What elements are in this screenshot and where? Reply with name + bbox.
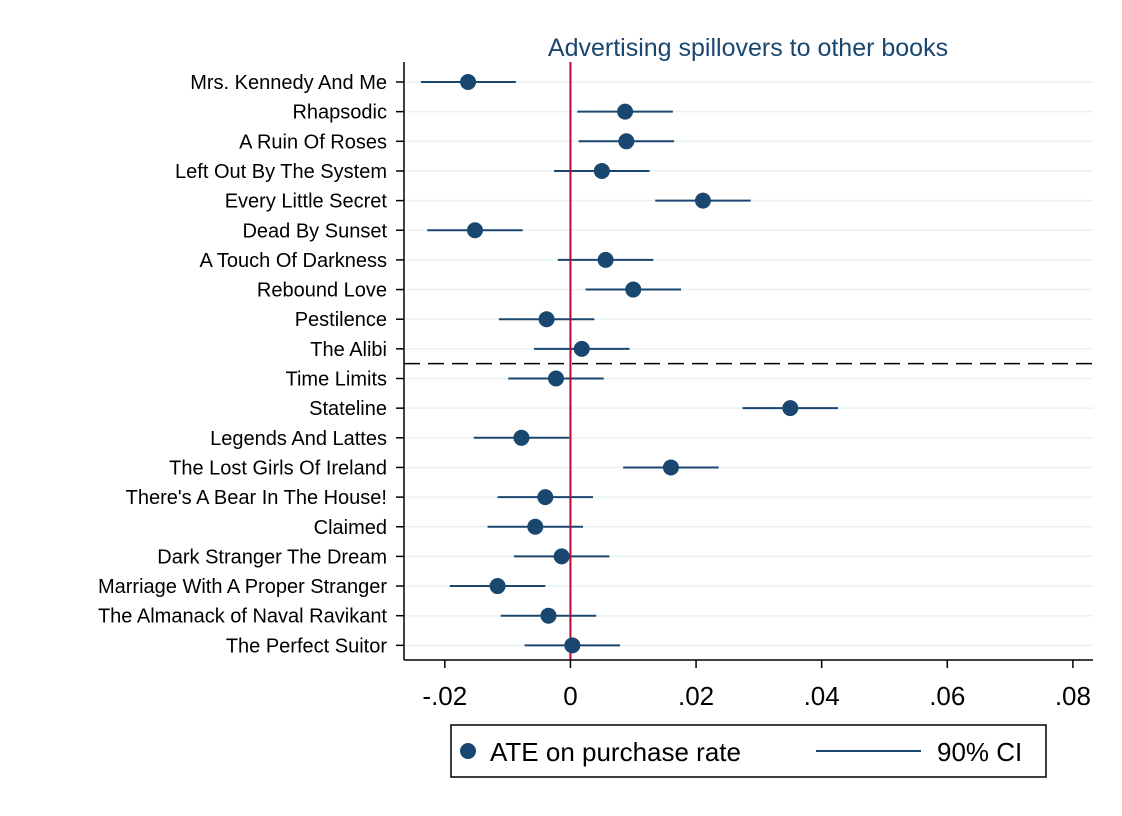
y-axis: Mrs. Kennedy And Me Rhapsodic A Ruin Of Ro…	[98, 62, 405, 660]
x-tick-label: 0	[563, 681, 577, 711]
category-label: Every Little Secret	[225, 191, 388, 213]
point-estimate	[625, 281, 642, 298]
category-label: The Lost Girls Of Ireland	[169, 457, 387, 479]
point-estimate	[460, 74, 477, 90]
category-label: Pestilence	[295, 309, 387, 331]
point-estimate	[662, 459, 679, 476]
category-label: Stateline	[309, 398, 387, 420]
category-label: The Alibi	[310, 339, 387, 361]
category-label: A Touch Of Darkness	[200, 250, 388, 272]
point-estimate	[564, 637, 581, 654]
chart-title: Advertising spillovers to other books	[548, 34, 948, 62]
point-estimate	[694, 192, 711, 209]
category-label: Mrs. Kennedy And Me	[190, 72, 387, 94]
legend-ci-label: 90% CI	[937, 737, 1022, 767]
x-tick-label: .08	[1055, 681, 1091, 711]
legend: ATE on purchase rate 90% CI	[450, 724, 1047, 778]
category-label: Claimed	[314, 517, 387, 539]
category-label: Legends And Lattes	[210, 428, 387, 450]
point-estimate	[540, 607, 557, 624]
x-tick-label: .06	[929, 681, 965, 711]
category-label: A Ruin Of Roses	[239, 131, 387, 153]
point-estimate	[489, 578, 506, 595]
point-estimate	[537, 489, 554, 506]
point-estimate	[573, 340, 590, 357]
category-label: Dark Stranger The Dream	[157, 546, 387, 568]
point-estimate	[597, 251, 614, 268]
point-estimate	[782, 400, 799, 417]
point-estimate	[466, 222, 483, 239]
point-estimate	[527, 518, 544, 535]
legend-point-marker	[460, 743, 476, 759]
category-label: Rebound Love	[257, 280, 387, 302]
category-label: Rhapsodic	[292, 102, 387, 124]
point-estimate	[547, 370, 564, 387]
category-label: Dead By Sunset	[242, 220, 387, 242]
category-label: There's A Bear In The House!	[126, 487, 387, 509]
point-estimates	[460, 74, 799, 654]
category-label: The Perfect Suitor	[226, 635, 388, 657]
point-estimate	[553, 548, 570, 565]
category-label: Left Out By The System	[175, 161, 387, 183]
x-tick-label: -.02	[422, 681, 467, 711]
point-estimate	[538, 311, 555, 328]
legend-point-label: ATE on purchase rate	[490, 737, 741, 767]
point-estimate	[593, 162, 610, 179]
point-estimate	[618, 133, 635, 150]
point-estimate	[513, 429, 530, 446]
point-estimate	[617, 103, 634, 120]
legend-box	[450, 724, 1047, 778]
x-tick-label: .04	[804, 681, 840, 711]
x-tick-label: .02	[678, 681, 714, 711]
category-label: Marriage With A Proper Stranger	[98, 576, 387, 598]
x-axis: -.02 0 .02 .04 .06 .08	[404, 659, 1093, 711]
category-label: The Almanack of Naval Ravikant	[98, 606, 387, 628]
category-label: Time Limits	[286, 369, 387, 391]
